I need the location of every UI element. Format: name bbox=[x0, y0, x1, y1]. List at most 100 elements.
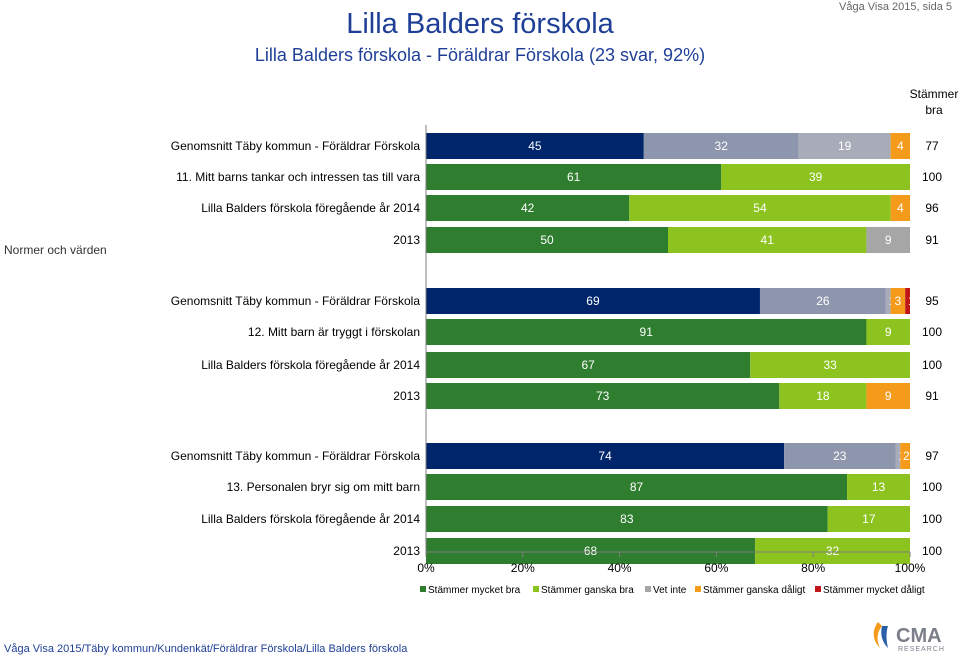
row-label: 2013 bbox=[393, 544, 420, 558]
legend-swatch bbox=[533, 586, 539, 592]
logo-text: CMA bbox=[896, 625, 942, 647]
bar-value-label: 0 bbox=[913, 170, 920, 184]
stammer-bra-value: 91 bbox=[925, 389, 939, 403]
bar-segment bbox=[890, 133, 910, 159]
bar-value-label: 1 bbox=[908, 294, 915, 308]
row-label: 2013 bbox=[393, 233, 420, 247]
right-column-title: bra bbox=[925, 103, 943, 117]
bar-value-label: 0 bbox=[913, 325, 920, 339]
stammer-bra-value: 100 bbox=[922, 480, 942, 494]
bar-value-label: 0 bbox=[913, 389, 920, 403]
bar-value-label: 23 bbox=[833, 449, 847, 463]
bar-segment bbox=[426, 133, 644, 159]
bar-segment bbox=[426, 383, 780, 409]
bar-value-label: 3 bbox=[895, 294, 902, 308]
stammer-bra-value: 100 bbox=[922, 325, 942, 339]
bar-value-label: 19 bbox=[838, 139, 852, 153]
bar-value-label: 33 bbox=[823, 358, 837, 372]
bar-value-label: 32 bbox=[715, 139, 729, 153]
bar-segment bbox=[426, 319, 867, 345]
footer-path: Våga Visa 2015/Täby kommun/Kundenkät/För… bbox=[4, 643, 408, 655]
row-label: 13. Personalen bryr sig om mitt barn bbox=[227, 480, 420, 494]
bar-segment bbox=[426, 474, 848, 500]
bar-segment bbox=[895, 443, 901, 469]
row-label: Lilla Balders förskola föregående år 201… bbox=[201, 358, 420, 372]
bar-value-label: 74 bbox=[598, 449, 612, 463]
bar-value-label: 87 bbox=[630, 480, 644, 494]
legend-label: Vet inte bbox=[653, 585, 687, 596]
bar-segment bbox=[721, 164, 910, 190]
bar-value-label: 0 bbox=[913, 201, 920, 215]
bar-value-label: 0 bbox=[913, 544, 920, 558]
bar-segment bbox=[750, 352, 910, 378]
bar-segment bbox=[426, 538, 756, 564]
stammer-bra-value: 97 bbox=[925, 449, 939, 463]
bar-value-label: 42 bbox=[521, 201, 535, 215]
bar-value-label: 61 bbox=[567, 170, 581, 184]
section-label: Normer och värden bbox=[4, 243, 107, 257]
bar-value-label: 0 bbox=[913, 139, 920, 153]
bar-value-label: 73 bbox=[596, 389, 610, 403]
bar-segment bbox=[784, 443, 896, 469]
x-tick-label: 100% bbox=[895, 561, 926, 575]
stammer-bra-value: 100 bbox=[922, 170, 942, 184]
x-tick-label: 60% bbox=[704, 561, 728, 575]
stammer-bra-value: 100 bbox=[922, 358, 942, 372]
bar-segment bbox=[847, 474, 910, 500]
bar-value-label: 9 bbox=[885, 325, 892, 339]
bar-segment bbox=[643, 133, 799, 159]
x-tick-label: 20% bbox=[511, 561, 535, 575]
bar-value-label: 69 bbox=[586, 294, 600, 308]
bar-segment bbox=[426, 443, 785, 469]
bar-value-label: 0 bbox=[913, 449, 920, 463]
bar-segment bbox=[426, 195, 630, 221]
bar-segment bbox=[426, 227, 668, 253]
row-label: Lilla Balders förskola föregående år 201… bbox=[201, 201, 420, 215]
row-label: 12. Mitt barn är tryggt i förskolan bbox=[248, 325, 420, 339]
stammer-bra-value: 95 bbox=[925, 294, 939, 308]
cma-logo: CMA RESEARCH bbox=[873, 622, 945, 653]
bar-value-label: 91 bbox=[640, 325, 654, 339]
bar-value-label: 0 bbox=[913, 512, 920, 526]
bar-value-label: 0 bbox=[913, 480, 920, 494]
row-label: 11. Mitt barns tankar och intressen tas … bbox=[176, 170, 420, 184]
bar-segment bbox=[905, 288, 910, 314]
x-tick-label: 0% bbox=[417, 561, 435, 575]
bar-value-label: 9 bbox=[885, 389, 892, 403]
bar-segment bbox=[890, 288, 906, 314]
bar-segment bbox=[900, 443, 910, 469]
bar-value-label: 18 bbox=[816, 389, 830, 403]
right-column-title: Stämmer bbox=[910, 87, 959, 101]
page-reference: Våga Visa 2015, sida 5 bbox=[839, 1, 952, 13]
legend-label: Stämmer mycket dåligt bbox=[823, 584, 925, 596]
bar-value-label: 9 bbox=[885, 233, 892, 247]
row-label: 2013 bbox=[393, 389, 420, 403]
row-label: Lilla Balders förskola föregående år 201… bbox=[201, 512, 420, 526]
bar-value-label: 54 bbox=[753, 201, 767, 215]
bar-segment bbox=[827, 506, 910, 532]
bar-value-label: 50 bbox=[540, 233, 554, 247]
row-label: Genomsnitt Täby kommun - Föräldrar Försk… bbox=[171, 294, 421, 308]
page-subtitle: Lilla Balders förskola - Föräldrar Försk… bbox=[254, 45, 706, 65]
bar-value-label: 0 bbox=[913, 358, 920, 372]
bar-segment bbox=[426, 288, 760, 314]
bar-segment bbox=[759, 288, 886, 314]
legend-label: Stämmer mycket bra bbox=[428, 585, 521, 596]
bar-value-label: 45 bbox=[528, 139, 542, 153]
stammer-bra-value: 100 bbox=[922, 544, 942, 558]
bar-segment bbox=[866, 383, 910, 409]
bar-value-label: 0 bbox=[913, 233, 920, 247]
bar-value-label: 68 bbox=[584, 544, 598, 558]
bar-segment bbox=[890, 195, 910, 221]
logo-subtext: RESEARCH bbox=[898, 646, 945, 653]
bar-segment bbox=[426, 164, 722, 190]
stammer-bra-value: 100 bbox=[922, 512, 942, 526]
legend-swatch bbox=[645, 586, 651, 592]
bar-segment bbox=[426, 506, 828, 532]
bar-segment bbox=[885, 288, 891, 314]
bar-segment bbox=[866, 319, 910, 345]
bar-value-label: 4 bbox=[897, 201, 904, 215]
legend-swatch bbox=[695, 586, 701, 592]
bar-value-label: 26 bbox=[816, 294, 830, 308]
